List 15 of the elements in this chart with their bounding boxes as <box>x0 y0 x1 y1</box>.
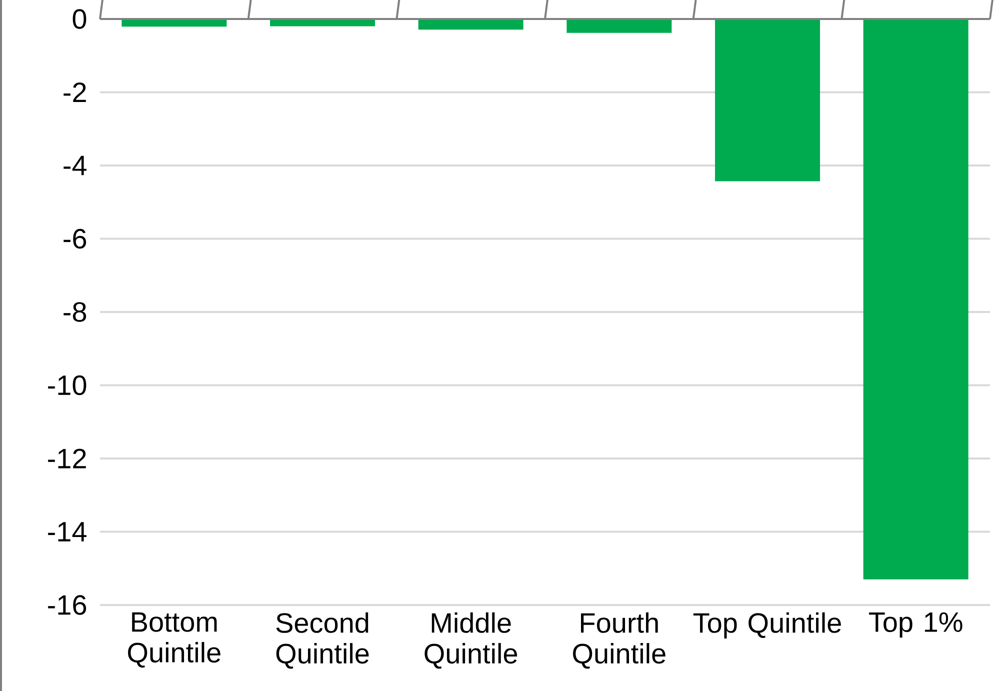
x-tick-label: Second Quintile <box>276 612 369 669</box>
y-tick-label: -10 <box>48 375 86 396</box>
y-tick-label: -16 <box>48 595 86 615</box>
x-tick-label: Middle Quintile <box>424 612 518 669</box>
x-tick-label: Top Quintile <box>693 612 841 638</box>
y-tick-label: -4 <box>64 156 86 176</box>
x-tick-label: Fourth Quintile <box>573 612 666 669</box>
y-tick-label: -6 <box>64 228 86 249</box>
y-tick-label: -2 <box>64 82 86 102</box>
y-tick-label: -12 <box>48 448 86 468</box>
y-tick-label: -14 <box>48 522 86 542</box>
y-tick-label: -8 <box>64 302 86 322</box>
x-tick-label: Top 1% <box>868 612 962 638</box>
x-tick-label: Bottom Quintile <box>128 612 220 668</box>
y-tick-label: 0 <box>72 9 86 29</box>
